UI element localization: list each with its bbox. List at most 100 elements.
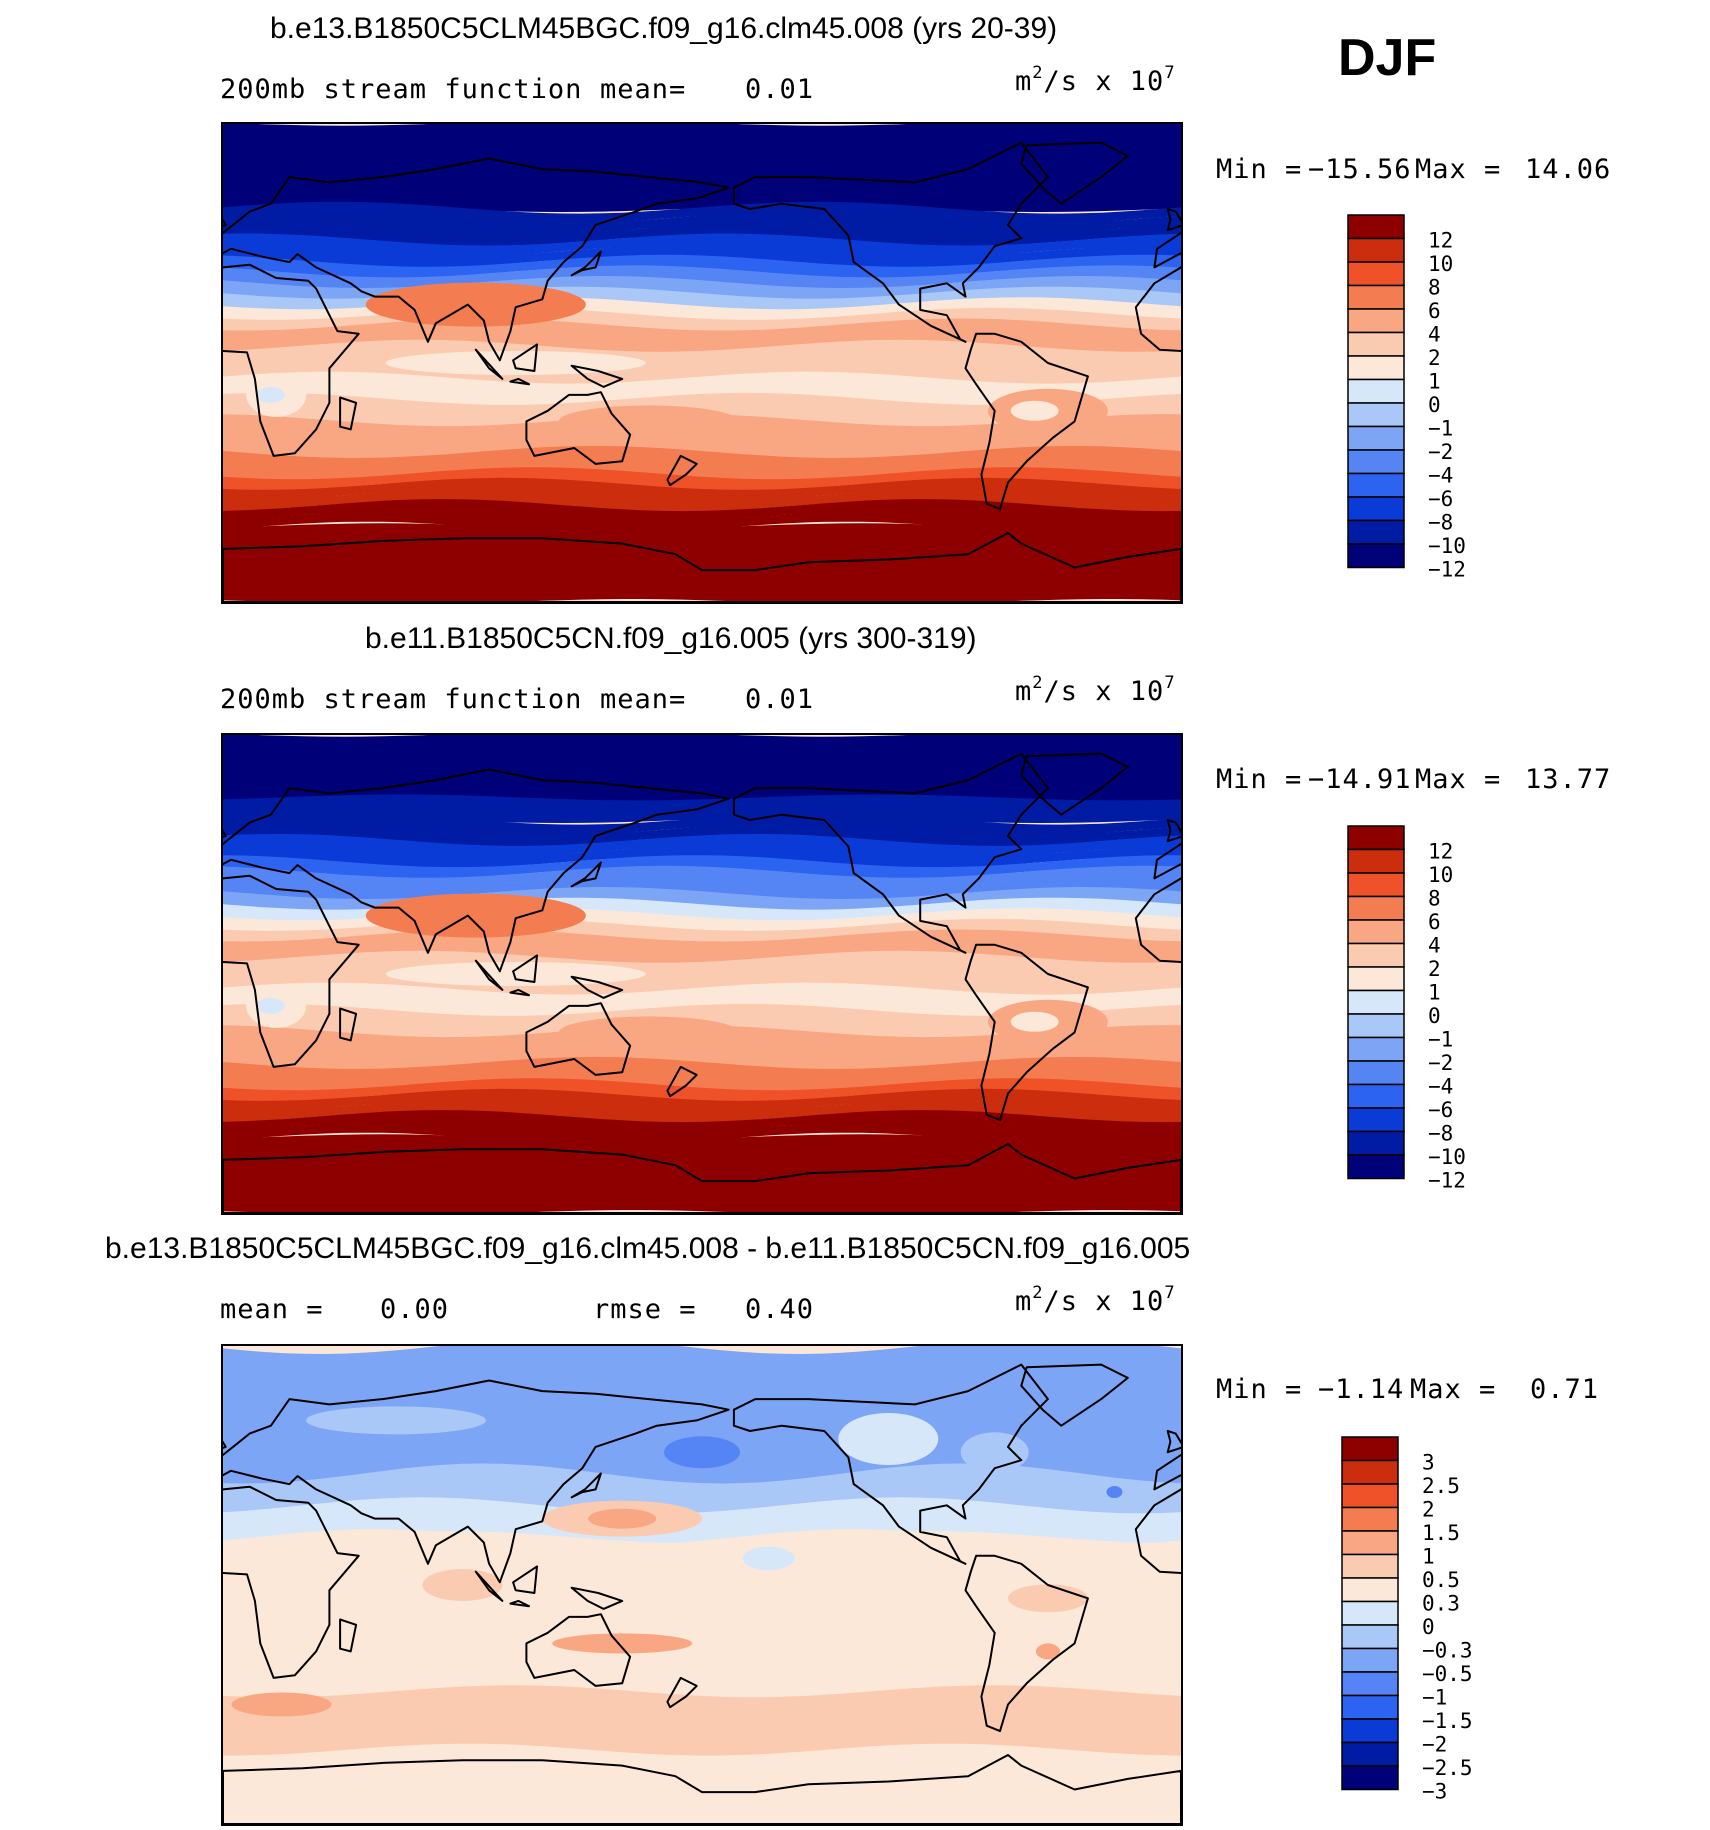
panel1-coastline <box>223 157 730 362</box>
panel1-units: m2/s x 107 <box>1015 63 1176 98</box>
panel3-coastline <box>223 1485 360 1679</box>
panel1-coastline <box>666 454 698 487</box>
panel1-contour-band <box>223 212 1181 237</box>
panel2-colorbar-tick-label: 10 <box>1428 863 1453 887</box>
panel3-coastline <box>512 1565 538 1594</box>
panel1-colorbar-tick-label: −4 <box>1428 464 1453 488</box>
panel2-contour-band <box>223 1078 1181 1103</box>
panel1-colorbar-tick-label: 8 <box>1428 276 1441 300</box>
panel2-contour-feature <box>256 997 285 1014</box>
panel3-colorbar-tick-label: −1.5 <box>1422 1709 1473 1733</box>
panel2-colorbar-tick-label: 2 <box>1428 957 1441 981</box>
panel3-colorbar-tick-label: −2 <box>1422 1733 1447 1757</box>
panel1-colorbar-swatch <box>1347 519 1405 545</box>
panel2-colorbar-tick-label: 1 <box>1428 981 1441 1005</box>
panel3-units: m2/s x 107 <box>1015 1283 1176 1318</box>
panel3-mean-label: mean = <box>220 1294 324 1325</box>
panel1-contour-band <box>223 371 1181 396</box>
panel1-colorbar-swatch <box>1347 402 1405 428</box>
panel3-coastline <box>964 1554 1089 1733</box>
panel2-colorbar-tick-label: 12 <box>1428 840 1453 864</box>
panel1-coastline <box>732 141 1049 343</box>
panel2-colorbar-swatch <box>1347 848 1405 874</box>
panel2-colorbar-swatch <box>1347 1036 1405 1062</box>
panel1-colorbar-swatch <box>1347 543 1405 569</box>
panel1-colorbar: 12 10 8 6 4 2 1 0 −1 −2 −4 −6 −8 −10 −12 <box>1347 214 1548 595</box>
panel2-variable-label: 200mb stream function <box>220 684 583 715</box>
panel2-coastline <box>525 1002 632 1076</box>
panel3-contour-feature <box>742 1546 795 1571</box>
panel3-contour-feature <box>960 1432 1029 1473</box>
panel3-coastline <box>223 1754 1181 1824</box>
panel1-colorbar-swatch <box>1347 214 1405 240</box>
panel3-coastline <box>223 1440 227 1449</box>
panel2-colorbar-swatch <box>1347 1013 1405 1039</box>
panel2-contour-band <box>223 865 1181 890</box>
panel3-coastline <box>1166 1430 1181 1454</box>
panel2-colorbar: 12 10 8 6 4 2 1 0 −1 −2 −4 −6 −8 −10 −12 <box>1347 825 1548 1206</box>
panel2-coastline <box>223 1143 1181 1213</box>
panel1-coastline <box>474 348 504 380</box>
season-label: DJF <box>1338 29 1437 87</box>
panel3-coastline <box>339 1618 358 1653</box>
panel1-contour-band <box>223 162 1181 181</box>
panel1-contour-band <box>223 544 1181 563</box>
panel2-coastline <box>1166 819 1181 843</box>
panel2-coastline <box>223 768 730 973</box>
panel2-colorbar-swatch <box>1347 825 1405 851</box>
panel2-min-label: Min = <box>1216 764 1303 795</box>
panel3-min-label: Min = <box>1216 1374 1303 1405</box>
panel1-contour-band <box>223 424 1181 449</box>
panel3-colorbar-svg: 32.521.510.50.30−0.3−0.5−1−1.5−2−2.5−3 <box>1341 1436 1473 1804</box>
panel2-contour-feature <box>1010 1011 1059 1032</box>
panel2-colorbar-tick-label: 6 <box>1428 910 1441 934</box>
panel1-contour-band <box>223 276 1181 300</box>
panel3-colorbar-tick-label: 3 <box>1422 1451 1435 1475</box>
panel2-colorbar-swatch <box>1347 1130 1405 1156</box>
panel1-contour-band <box>223 467 1181 492</box>
panel3-coastline <box>525 1613 632 1687</box>
panel1-contour-band <box>223 576 1181 595</box>
panel1-colorbar-tick-label: 0 <box>1428 393 1441 417</box>
panel2-contour-band <box>223 805 1181 823</box>
panel1-contour-feature <box>385 351 646 375</box>
panel1-colorbar-swatch <box>1347 308 1405 334</box>
panel3-colorbar-tick-label: 1 <box>1422 1545 1435 1569</box>
panel2-coastline <box>1020 752 1129 816</box>
panel2-contour-feature <box>365 893 586 938</box>
panel2-contour-band <box>223 1099 1181 1124</box>
panel1-contour-band <box>223 456 1181 481</box>
panel2-contour-field <box>223 735 1181 1213</box>
panel1-colorbar-tick-label: 6 <box>1428 299 1441 323</box>
panel1-contour-band <box>223 477 1181 502</box>
panel2-contour-band <box>223 1176 1181 1195</box>
panel3-colorbar-swatch <box>1341 1483 1399 1509</box>
panel2-coastline <box>339 1007 358 1042</box>
panel2-contour-band <box>223 751 1181 770</box>
panel2-colorbar-tick-label: 0 <box>1428 1004 1441 1028</box>
panel3-coastline <box>509 1599 530 1608</box>
panel1-mean-value: 0.01 <box>745 74 815 105</box>
panel1-contour-feature <box>365 282 586 327</box>
panel1-coastline <box>570 364 624 388</box>
panel2-colorbar-tick-label: 8 <box>1428 887 1441 911</box>
panel1-coastline <box>223 218 227 227</box>
panel1-contour-band <box>223 194 1181 212</box>
panel2-coastline <box>509 988 530 997</box>
panel3-colorbar-tick-label: 0.3 <box>1422 1592 1460 1616</box>
panel1-colorbar-tick-label: −2 <box>1428 440 1453 464</box>
panel2-contour-band <box>223 940 1181 965</box>
panel2-coastline <box>570 975 624 999</box>
panel1-colorbar-tick-label: 10 <box>1428 252 1453 276</box>
panel1-colorbar-swatch <box>1347 496 1405 522</box>
panel1-contour-band <box>223 329 1181 354</box>
panel1-map <box>221 122 1183 604</box>
panel1-coastline <box>223 263 360 457</box>
panel1-contour-band <box>223 446 1181 470</box>
panel1-colorbar-tick-label: 1 <box>1428 370 1441 394</box>
panel2-mean-value: 0.01 <box>745 684 815 715</box>
panel2-coastline <box>474 959 504 991</box>
panel3-contour-feature <box>231 1692 332 1717</box>
panel2-contour-band <box>223 1088 1181 1113</box>
panel2-coastline <box>732 752 1049 954</box>
